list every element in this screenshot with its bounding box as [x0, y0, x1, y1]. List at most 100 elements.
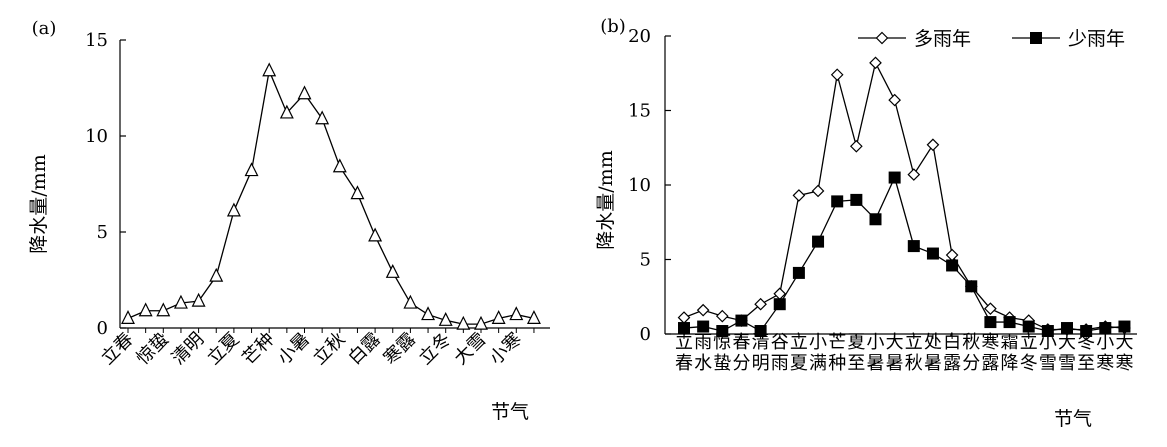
x-tick-label: 小暑 — [274, 329, 314, 369]
x-tick-label: 小寒 — [1096, 332, 1114, 374]
x-tick-label: 白露 — [344, 329, 384, 369]
data-point — [262, 62, 277, 77]
data-point — [509, 306, 524, 321]
data-point — [121, 310, 135, 324]
data-point — [716, 325, 729, 338]
legend-marker — [875, 31, 889, 45]
data-point — [403, 294, 418, 309]
data-point — [279, 104, 294, 119]
x-tick-label: 冬至 — [1077, 332, 1095, 374]
x-tick-label: 小雪 — [1039, 332, 1057, 374]
data-point — [474, 315, 488, 330]
data-point — [869, 213, 882, 226]
chart-panel-a: (a)051015降水量/mm立春惊蛰清明立夏芒种小暑立秋白露寒露立冬大雪小寒节… — [28, 18, 550, 423]
data-point — [1022, 320, 1035, 333]
data-point — [831, 195, 844, 208]
data-point — [350, 185, 365, 200]
x-tick-label: 立冬 — [415, 329, 455, 369]
data-point — [888, 171, 901, 184]
data-point — [456, 315, 471, 330]
data-point — [677, 311, 691, 324]
x-axis-title: 节气 — [1054, 408, 1092, 430]
x-tick-label: 小满 — [809, 332, 827, 374]
data-point — [244, 162, 259, 177]
data-point — [907, 168, 921, 181]
panel-label: (a) — [32, 18, 57, 39]
data-point — [754, 297, 767, 311]
data-point — [138, 302, 153, 317]
legend-label: 多雨年 — [914, 28, 971, 50]
y-tick-label: 5 — [97, 222, 108, 243]
data-point — [491, 310, 506, 324]
data-point — [888, 93, 901, 107]
data-point — [421, 306, 436, 321]
data-point — [209, 267, 224, 282]
data-point — [1061, 322, 1073, 335]
x-tick-label: 春分 — [732, 332, 750, 374]
y-axis-title: 降水量/mm — [595, 150, 617, 249]
x-tick-label: 夏至 — [847, 332, 865, 374]
data-point — [984, 316, 997, 329]
x-tick-label: 秋分 — [962, 332, 980, 374]
data-point — [773, 298, 786, 311]
data-point — [792, 266, 805, 279]
y-tick-label: 20 — [628, 26, 651, 47]
data-point — [946, 259, 959, 272]
x-tick-label: 处暑 — [924, 332, 942, 374]
x-tick-label: 寒露 — [981, 332, 999, 374]
data-point — [385, 263, 400, 278]
legend-marker — [1030, 32, 1042, 44]
data-point — [850, 139, 863, 153]
data-point — [945, 248, 959, 262]
data-point — [526, 310, 541, 324]
series-line-0 — [683, 60, 1125, 331]
x-tick-label: 芒种 — [828, 332, 846, 374]
series-line-1 — [683, 175, 1125, 332]
data-point — [332, 158, 347, 173]
x-tick-label: 立春 — [675, 332, 693, 374]
panel-label: (b) — [600, 16, 626, 37]
data-point — [812, 235, 825, 248]
data-point — [792, 189, 806, 202]
data-point — [984, 302, 997, 316]
chart-panel-b: (b)05101520降水量/mm立春雨水惊蛰春分清明谷雨立夏小满芒种夏至小暑大… — [595, 16, 1137, 430]
legend-label: 少雨年 — [1068, 28, 1125, 50]
x-tick-label: 惊蛰 — [133, 329, 173, 369]
data-point — [1003, 316, 1016, 329]
data-point — [850, 193, 863, 206]
y-tick-label: 10 — [628, 175, 651, 196]
data-point — [1118, 320, 1131, 333]
data-point — [191, 292, 206, 307]
x-tick-label: 白露 — [943, 332, 961, 374]
y-axis-title: 降水量/mm — [28, 154, 50, 253]
data-point — [315, 110, 330, 125]
y-tick-label: 15 — [628, 101, 651, 122]
data-point — [678, 322, 690, 335]
x-tick-label: 小暑 — [867, 332, 885, 374]
y-tick-label: 15 — [85, 30, 108, 51]
x-tick-label: 立秋 — [309, 329, 349, 369]
data-point — [965, 280, 978, 293]
data-point — [926, 138, 940, 152]
data-point — [830, 68, 844, 82]
x-tick-label: 立夏 — [790, 332, 808, 374]
x-tick-label: 雨水 — [694, 332, 712, 374]
data-point — [696, 303, 710, 317]
x-tick-label: 大雪 — [1058, 332, 1076, 374]
data-point — [715, 309, 729, 323]
x-tick-label: 谷雨 — [771, 332, 789, 374]
x-tick-label: 大暑 — [886, 332, 904, 374]
x-axis-title: 节气 — [491, 401, 529, 423]
x-tick-label: 立冬 — [1020, 332, 1038, 374]
data-point — [156, 302, 171, 317]
x-tick-label: 芒种 — [238, 329, 278, 369]
y-tick-label: 0 — [97, 318, 108, 339]
x-tick-label: 小寒 — [486, 329, 526, 369]
series-line-0 — [127, 68, 535, 325]
data-point — [1080, 325, 1093, 338]
data-point — [368, 227, 383, 242]
data-point — [907, 240, 920, 253]
x-tick-label: 大雪 — [450, 329, 490, 369]
data-point — [926, 247, 939, 260]
